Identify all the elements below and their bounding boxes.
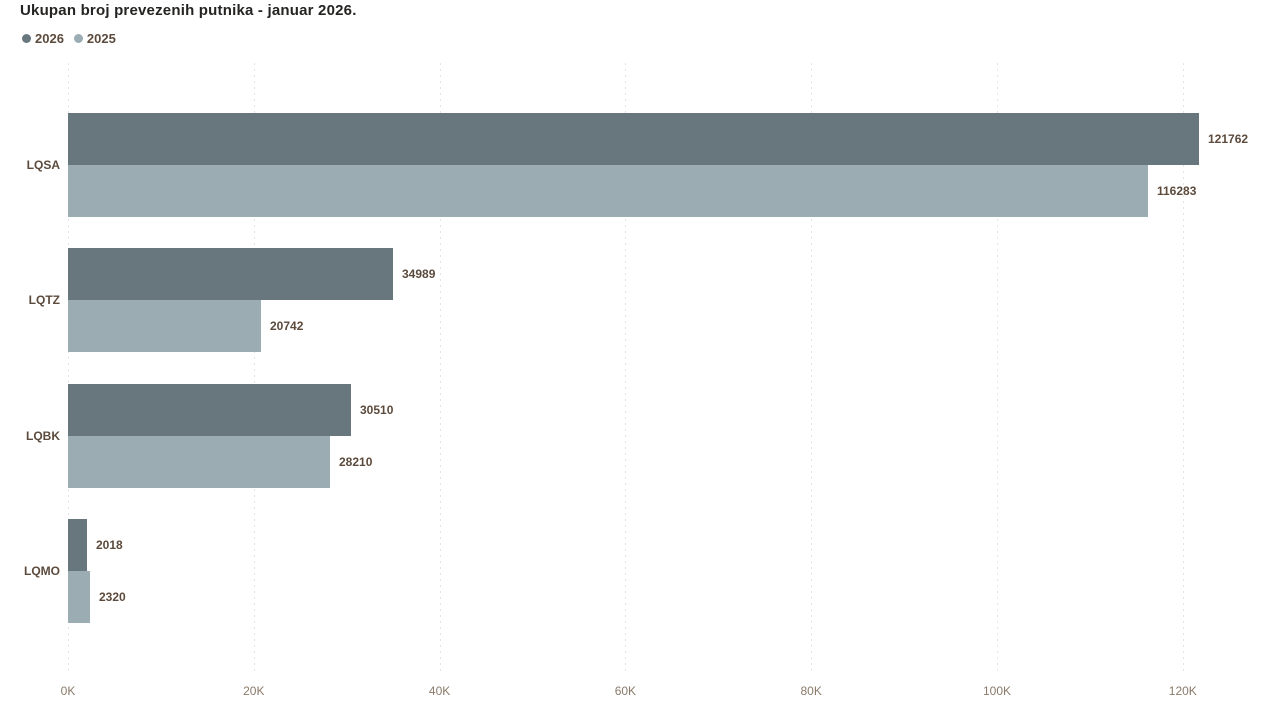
gridline <box>997 63 998 673</box>
bar-2025-LQTZ[interactable] <box>68 300 261 352</box>
bar-value-label: 28210 <box>339 455 373 469</box>
x-tick-label: 60K <box>614 684 637 698</box>
category-label-LQMO: LQMO <box>24 564 60 578</box>
category-label-LQBK: LQBK <box>26 429 60 443</box>
x-tick-label: 80K <box>800 684 822 698</box>
bar-value-label: 2018 <box>96 538 123 552</box>
legend-item-2025[interactable]: 2025 <box>73 31 116 46</box>
legend-dot-2025-icon <box>73 34 83 43</box>
x-tick-label: 20K <box>243 684 265 698</box>
bar-value-label: 30510 <box>360 403 394 417</box>
x-tick-label: 100K <box>982 684 1012 698</box>
gridline <box>439 63 441 673</box>
legend-item-2026[interactable]: 2026 <box>22 31 64 46</box>
legend-label-2026: 2026 <box>35 31 64 46</box>
bar-value-label: 34989 <box>402 267 436 281</box>
bar-2025-LQSA[interactable] <box>68 165 1148 217</box>
bar-2026-LQMO[interactable] <box>68 519 87 571</box>
legend-dot-2026-icon <box>22 34 31 43</box>
x-tick-label: 0K <box>60 684 76 698</box>
gridline <box>68 63 69 673</box>
bar-value-label: 20742 <box>270 319 304 333</box>
bar-value-label: 2320 <box>99 590 126 604</box>
chart-title: Ukupan broj prevezenih putnika - januar … <box>20 2 357 19</box>
bar-value-label: 121762 <box>1208 132 1249 146</box>
bar-2025-LQBK[interactable] <box>68 436 330 488</box>
legend-label-2025: 2025 <box>86 31 116 46</box>
gridline <box>253 63 255 673</box>
bar-2026-LQSA[interactable] <box>68 113 1199 165</box>
gridline <box>1182 63 1184 673</box>
x-tick-label: 40K <box>428 684 451 698</box>
gridline <box>811 63 813 673</box>
bar-2026-LQBK[interactable] <box>68 384 351 436</box>
bar-2026-LQTZ[interactable] <box>68 248 393 300</box>
gridline <box>625 63 627 673</box>
bar-2025-LQMO[interactable] <box>68 571 90 623</box>
bar-value-label: 116283 <box>1157 184 1197 198</box>
category-label-LQSA: LQSA <box>26 158 60 172</box>
category-label-LQTZ: LQTZ <box>28 293 60 307</box>
legend: 2026 2025 <box>22 31 116 46</box>
x-tick-label: 120K <box>1168 684 1197 698</box>
